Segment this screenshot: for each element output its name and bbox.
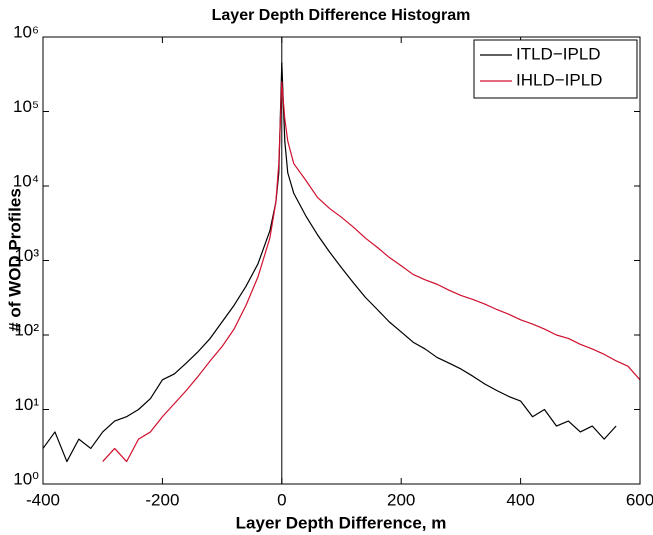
series-line [102, 81, 641, 463]
y-tick-label: 10⁵ [13, 97, 39, 116]
x-tick-label: -200 [145, 490, 179, 509]
x-axis-label: Layer Depth Difference, m [236, 513, 447, 532]
legend-box [473, 39, 638, 99]
legend-label: ITLD−IPLD [516, 44, 601, 63]
x-tick-label: 0 [277, 490, 286, 509]
y-tick-label: 10⁶ [13, 22, 39, 41]
y-tick-label: 10⁰ [13, 469, 39, 488]
plot-frame [42, 36, 641, 485]
y-tick-label: 10⁴ [13, 171, 39, 190]
y-axis-label: # of WOD Profiles [5, 188, 24, 332]
chart-title: Layer Depth Difference Histogram [212, 7, 471, 24]
x-tick-label: -400 [26, 490, 60, 509]
y-tick-label: 10¹ [14, 395, 39, 414]
x-tick-label: 600 [626, 490, 653, 509]
y-tick-label: 10³ [14, 246, 39, 265]
x-tick-label: 200 [387, 490, 415, 509]
y-tick-label: 10² [14, 320, 39, 339]
legend-label: IHLD−IPLD [516, 70, 602, 89]
x-tick-label: 400 [506, 490, 534, 509]
series-line [42, 62, 617, 463]
